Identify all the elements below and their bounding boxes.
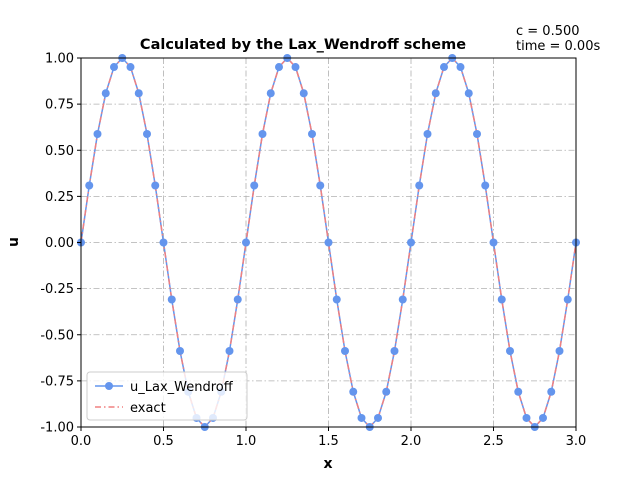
data-point bbox=[473, 130, 481, 139]
data-point bbox=[143, 130, 151, 139]
data-point bbox=[563, 295, 572, 304]
ticks: 0.0 0.5 1.0 1.5 2.0 2.5 3.0 -1.00 -0.75 -0.50 -0.2… bbox=[40, 52, 586, 450]
x-tick-label: 2.5 bbox=[483, 434, 504, 449]
x-axis-label: x bbox=[323, 456, 332, 472]
data-point bbox=[357, 413, 366, 422]
data-point bbox=[324, 238, 333, 247]
data-point bbox=[539, 413, 547, 422]
y-tick-label: 0.50 bbox=[45, 144, 74, 159]
data-point bbox=[85, 181, 94, 190]
y-tick-label: -0.75 bbox=[40, 374, 74, 389]
y-tick-label: 0.25 bbox=[45, 190, 74, 205]
data-point bbox=[291, 63, 300, 72]
data-point bbox=[242, 238, 250, 247]
data-point bbox=[481, 181, 490, 190]
data-point bbox=[250, 181, 259, 190]
x-tick-label: 0.0 bbox=[71, 434, 92, 449]
x-tick-label: 2.0 bbox=[401, 434, 422, 449]
data-point bbox=[497, 295, 506, 304]
data-point bbox=[506, 346, 514, 355]
data-point bbox=[233, 295, 242, 304]
y-tick-label: -0.25 bbox=[40, 282, 74, 297]
data-point bbox=[514, 387, 523, 396]
y-axis-label: u bbox=[6, 237, 22, 247]
legend: u_Lax_Wendroff exact bbox=[86, 371, 248, 421]
data-point bbox=[374, 413, 382, 422]
data-point bbox=[555, 346, 564, 355]
data-point bbox=[101, 89, 110, 98]
data-point bbox=[151, 181, 160, 190]
y-tick-label: -1.00 bbox=[40, 421, 74, 436]
time-annotation: time = 0.00s bbox=[516, 39, 600, 54]
data-point bbox=[308, 130, 316, 139]
data-point bbox=[382, 387, 391, 396]
data-point bbox=[522, 413, 531, 422]
data-point bbox=[167, 295, 176, 304]
data-point bbox=[431, 89, 440, 98]
data-point bbox=[332, 295, 341, 304]
data-point bbox=[464, 89, 473, 98]
data-point bbox=[110, 63, 118, 72]
data-point bbox=[349, 387, 358, 396]
data-point bbox=[440, 63, 448, 72]
y-tick-label: 0.75 bbox=[45, 98, 74, 113]
data-point bbox=[316, 181, 325, 190]
legend-label-exact: exact bbox=[130, 401, 166, 416]
data-point bbox=[159, 238, 168, 247]
data-point bbox=[93, 130, 102, 139]
data-point bbox=[258, 130, 267, 139]
legend-box bbox=[86, 371, 248, 421]
data-point bbox=[176, 346, 184, 355]
data-point bbox=[456, 63, 465, 72]
data-point bbox=[547, 387, 556, 396]
y-tick-label: -0.50 bbox=[40, 328, 74, 343]
data-point bbox=[299, 89, 308, 98]
data-point bbox=[415, 181, 424, 190]
data-point bbox=[275, 63, 283, 72]
legend-marker-u-lax-wendroff bbox=[105, 382, 113, 390]
data-point bbox=[134, 89, 143, 98]
data-point bbox=[225, 346, 234, 355]
data-point bbox=[266, 89, 275, 98]
data-point bbox=[489, 238, 498, 247]
data-point bbox=[341, 346, 349, 355]
x-tick-label: 3.0 bbox=[566, 434, 587, 449]
chart-title: Calculated by the Lax_Wendroff scheme bbox=[140, 37, 466, 53]
legend-label-u-lax-wendroff: u_Lax_Wendroff bbox=[130, 380, 234, 395]
data-point bbox=[423, 130, 432, 139]
data-point bbox=[398, 295, 407, 304]
data-point bbox=[126, 63, 135, 72]
x-tick-label: 1.0 bbox=[236, 434, 257, 449]
data-point bbox=[407, 238, 415, 247]
data-point bbox=[390, 346, 399, 355]
x-tick-label: 0.5 bbox=[153, 434, 174, 449]
courant-annotation: c = 0.500 bbox=[516, 24, 580, 39]
y-tick-label: 0.00 bbox=[45, 236, 74, 251]
y-tick-label: 1.00 bbox=[45, 52, 74, 67]
x-tick-label: 1.5 bbox=[318, 434, 339, 449]
